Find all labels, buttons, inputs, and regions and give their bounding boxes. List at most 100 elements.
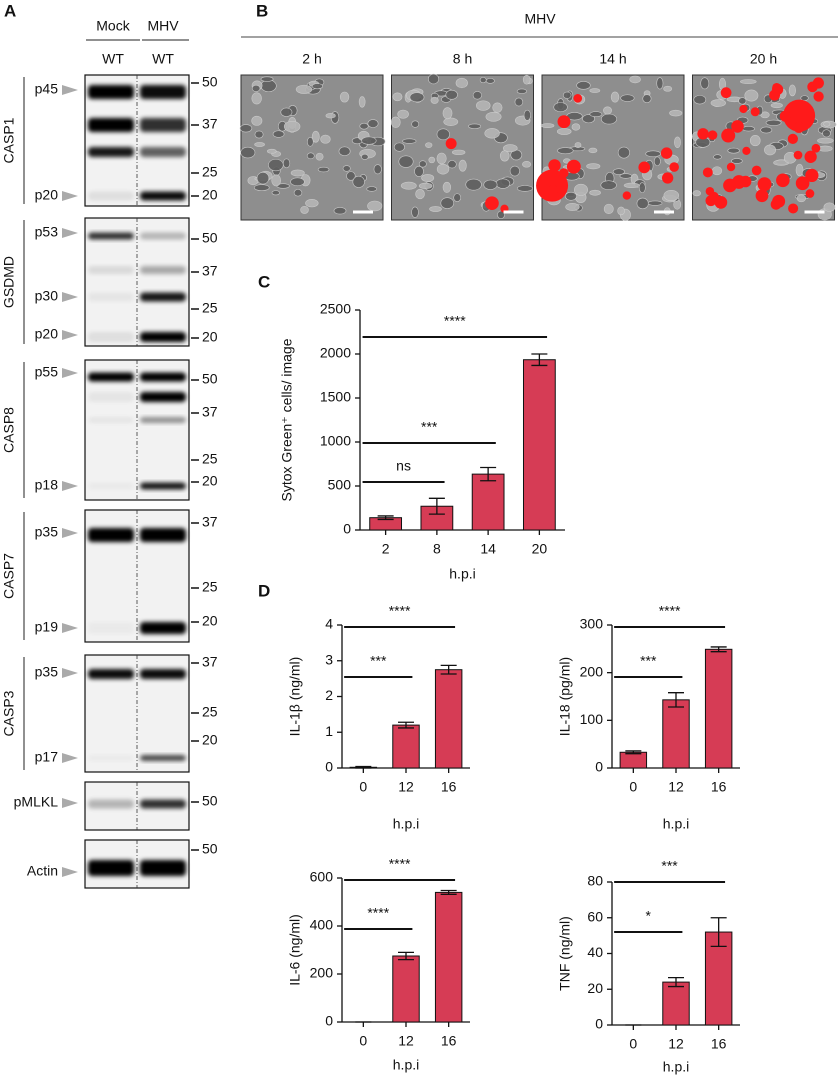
dead-cell: [566, 159, 581, 174]
band: [140, 755, 186, 761]
y-tick-label: 2000: [320, 345, 351, 361]
error-bar: [355, 765, 372, 769]
band: [88, 417, 134, 423]
cell: [620, 94, 635, 102]
micrograph: [691, 74, 837, 221]
significance-label: ns: [396, 458, 411, 474]
y-tick-label: 60: [587, 908, 603, 924]
bar: [392, 955, 420, 1023]
cell: [352, 175, 365, 188]
dead-cell: [769, 89, 781, 101]
cell: [418, 160, 427, 168]
band-arrow: [62, 481, 78, 491]
marker-label: 20: [202, 473, 218, 489]
cell: [540, 123, 555, 128]
cell: [636, 197, 649, 210]
band-label: p19: [35, 619, 59, 635]
marker-label: 50: [202, 793, 218, 809]
x-axis-label: h.p.i: [449, 566, 475, 582]
band-label: p20: [35, 326, 59, 342]
cell: [516, 88, 527, 94]
cell: [295, 84, 313, 94]
cell: [731, 158, 743, 164]
cell: [499, 150, 510, 162]
cell: [361, 153, 369, 160]
cell: [373, 164, 382, 175]
y-tick-label: 400: [310, 917, 334, 933]
cell: [320, 134, 331, 144]
band: [140, 332, 186, 342]
y-tick-label: 300: [580, 616, 604, 632]
y-tick-label: 0: [595, 1016, 603, 1032]
genotype-label: WT: [152, 51, 174, 67]
dead-cell: [559, 168, 569, 178]
cell: [647, 200, 663, 206]
x-tick-label: 14: [480, 541, 496, 557]
band: [140, 147, 186, 157]
bar: [434, 669, 463, 769]
y-axis-label: IL-6 (ng/ml): [287, 914, 303, 986]
band: [140, 528, 186, 542]
cell: [582, 114, 595, 124]
blot: [84, 654, 190, 773]
cell: [325, 113, 336, 119]
band-label: p45: [35, 81, 59, 97]
cell: [342, 165, 351, 172]
cell: [674, 136, 681, 149]
cell: [305, 199, 319, 208]
dead-cell: [638, 161, 651, 174]
band-arrow: [62, 85, 78, 95]
cell: [576, 81, 591, 90]
marker-label: 50: [202, 371, 218, 387]
micrograph: [390, 73, 534, 221]
cell: [485, 78, 495, 84]
cell: [710, 99, 726, 107]
cell: [290, 177, 305, 187]
dead-cell: [547, 184, 559, 196]
cell: [744, 89, 759, 102]
cell: [254, 142, 265, 147]
dead-cell: [660, 147, 673, 159]
bar: [662, 981, 690, 1026]
cell: [589, 189, 601, 196]
error-bar: [398, 721, 414, 729]
protein-label: GSDMD: [1, 256, 17, 308]
dead-cell: [669, 162, 679, 172]
cell: [442, 181, 452, 193]
x-axis-label: h.p.i: [663, 816, 689, 832]
cell: [574, 142, 582, 149]
cell: [623, 182, 640, 189]
cell: [411, 206, 419, 218]
dead-cell: [548, 159, 561, 172]
marker-label: 25: [202, 704, 218, 720]
cell: [306, 137, 314, 147]
blot: [84, 74, 190, 207]
dead-cell: [707, 130, 718, 140]
cell: [282, 158, 291, 169]
dead-cell: [812, 77, 824, 89]
dead-cell: [702, 167, 713, 178]
cell: [393, 142, 405, 152]
band: [88, 372, 134, 382]
cell: [476, 100, 491, 111]
x-tick-label: 20: [532, 541, 548, 557]
cell: [428, 156, 436, 164]
bar: [522, 359, 556, 531]
y-tick-label: 1500: [320, 389, 351, 405]
blot: [84, 781, 190, 831]
dead-cell: [795, 176, 810, 191]
dead-cell: [805, 168, 819, 183]
band-arrow: [62, 753, 78, 763]
cell: [692, 190, 701, 197]
cell: [445, 89, 458, 100]
cell: [402, 138, 417, 144]
cell: [502, 144, 518, 153]
bar: [392, 724, 420, 769]
cell: [492, 102, 503, 113]
dead-cell: [779, 110, 791, 122]
dead-cell: [742, 146, 751, 155]
cell: [495, 178, 511, 189]
band: [88, 191, 134, 201]
marker-label: 20: [202, 613, 218, 629]
y-tick-label: 200: [310, 965, 334, 981]
